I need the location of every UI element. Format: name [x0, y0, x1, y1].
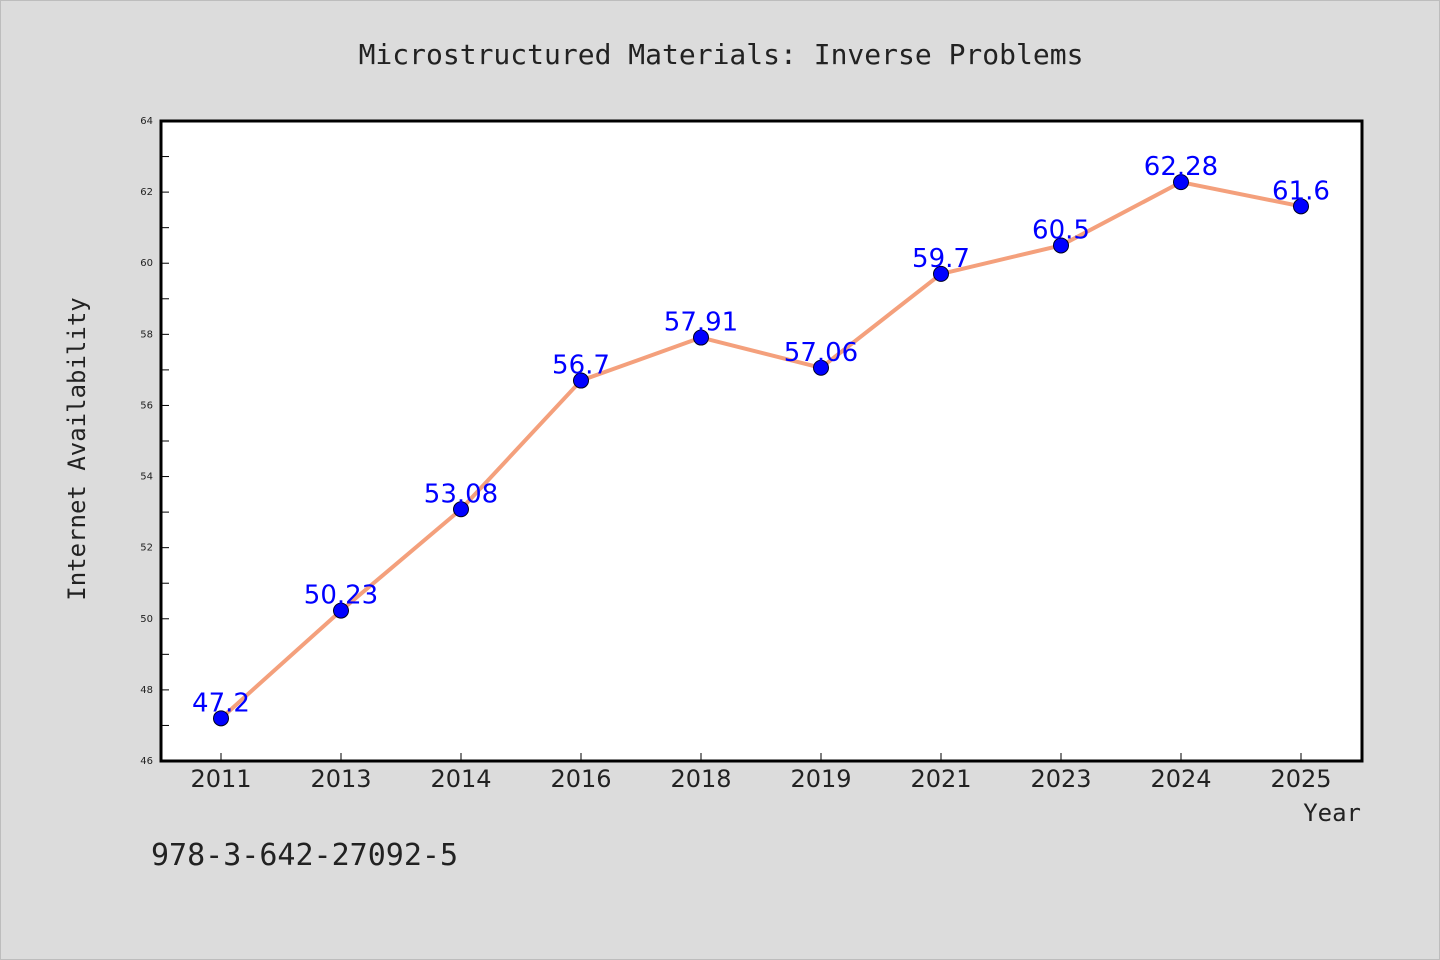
y-tick-label: 46 — [140, 756, 153, 767]
y-tick-label: 56 — [140, 400, 153, 411]
x-tick-label: 2014 — [430, 765, 491, 793]
y-tick-label: 54 — [140, 472, 153, 483]
x-tick-label: 2018 — [670, 765, 731, 793]
data-label: 50.23 — [304, 581, 378, 611]
y-tick-label: 64 — [140, 116, 153, 127]
data-point-marker — [1173, 174, 1189, 191]
data-point-marker — [813, 359, 829, 376]
x-axis: 2011 2013 2014 2016 2018 2019 2021 2023 2024 2025 — [190, 753, 1332, 793]
x-tick-label: 2011 — [190, 765, 251, 793]
y-tick-label: 50 — [140, 614, 153, 625]
data-point-marker — [453, 501, 469, 518]
data-label: 57.06 — [784, 338, 858, 368]
data-label: 59.7 — [912, 244, 970, 274]
data-point-marker — [213, 710, 229, 727]
data-label: 57.91 — [664, 308, 738, 338]
data-label: 62.28 — [1144, 152, 1218, 182]
y-axis: 46 48 50 52 54 56 58 60 62 64 — [140, 116, 169, 767]
x-tick-label: 2024 — [1150, 765, 1211, 793]
data-label: 47.2 — [192, 688, 250, 718]
y-tick-label: 58 — [140, 329, 153, 340]
data-point-marker — [1293, 198, 1309, 215]
data-label: 56.7 — [552, 351, 610, 381]
data-point-marker — [333, 602, 349, 619]
x-tick-label: 2013 — [310, 765, 371, 793]
data-point-marker — [933, 265, 949, 282]
x-tick-label: 2025 — [1270, 765, 1331, 793]
x-axis-label: Year — [1303, 799, 1361, 827]
isbn-annotation: 978-3-642-27092-5 — [151, 838, 458, 873]
x-tick-label: 2021 — [910, 765, 971, 793]
data-label: 60.5 — [1032, 215, 1090, 245]
y-tick-label: 48 — [140, 685, 153, 696]
data-point-marker — [573, 372, 589, 389]
data-point-marker — [1053, 237, 1069, 254]
x-tick-label: 2019 — [790, 765, 851, 793]
y-tick-label: 52 — [140, 543, 153, 554]
data-label: 53.08 — [424, 479, 498, 509]
y-tick-label: 62 — [140, 187, 153, 198]
data-label: 61.6 — [1272, 176, 1330, 206]
data-point-marker — [693, 329, 709, 346]
chart-title: Microstructured Materials: Inverse Probl… — [359, 38, 1084, 71]
plot-area — [159, 119, 1364, 763]
y-axis-label: Internet Availability — [63, 297, 91, 600]
series-line — [219, 180, 1303, 721]
x-tick-label: 2023 — [1030, 765, 1091, 793]
series-layer: 47.2 50.23 53.08 56.7 57.91 57.06 59.7 60.5 62.2… — [192, 152, 1330, 727]
y-tick-label: 60 — [140, 258, 153, 269]
x-tick-label: 2016 — [550, 765, 611, 793]
